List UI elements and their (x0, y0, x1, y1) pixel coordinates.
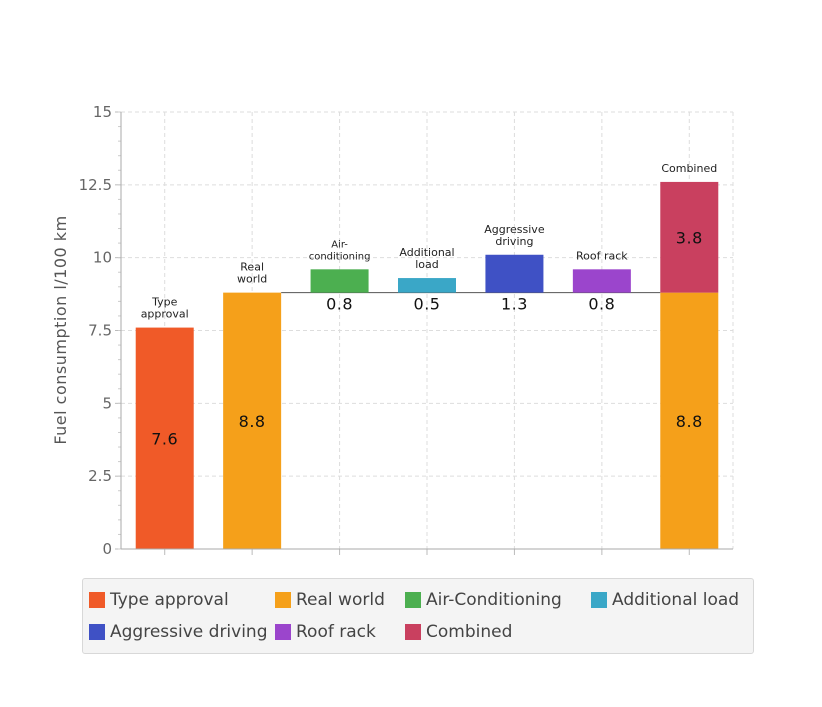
bar-value-label: 7.6 (151, 429, 178, 448)
bar-segment (660, 292, 719, 549)
bar-top-label: Additional load (399, 246, 454, 271)
bar (310, 269, 369, 293)
legend-label: Air-Conditioning (426, 590, 562, 610)
bar-top-label: Type approval (141, 296, 189, 321)
legend-label: Roof rack (296, 622, 376, 642)
legend-swatch (275, 624, 291, 640)
bar-top-label: Air-conditioning (309, 239, 371, 262)
y-tick-label: 2.5 (88, 467, 112, 485)
bar-top-label: Aggressive driving (484, 223, 545, 248)
bar-top-label-line: Air- (331, 239, 348, 250)
bar-top-label-line: Type (151, 296, 177, 309)
bar-segment (660, 181, 719, 293)
labels-layer: 7.6 Type approval 8.8 Real world 0.8 Air-condit… (141, 162, 718, 448)
bar-value-label: 3.8 (676, 228, 703, 247)
grid-lines (121, 111, 734, 549)
legend-item[interactable]: Air-Conditioning (405, 589, 562, 611)
bar (223, 292, 282, 549)
bar-top-label-line: load (415, 258, 439, 271)
bar-top-label-line: Combined (661, 162, 717, 175)
legend-swatch (591, 592, 607, 608)
bar-value-label: 8.8 (676, 412, 703, 431)
bar-top-label-line: world (237, 273, 267, 286)
legend-label: Additional load (612, 590, 740, 610)
y-tick-label: 15 (93, 103, 112, 121)
legend-swatch (405, 592, 421, 608)
legend-swatch (89, 624, 105, 640)
bar-value-label: 8.8 (239, 412, 266, 431)
bar-top-label: Roof rack (576, 249, 628, 262)
bar-top-label-line: Roof rack (576, 249, 628, 262)
y-tick-label: 12.5 (79, 176, 112, 194)
bar-top-label: Real world (237, 261, 267, 286)
bars-layer (135, 181, 719, 549)
bar (398, 278, 456, 293)
bar-top-label-line: conditioning (309, 251, 371, 262)
bar-top-label-line: driving (495, 235, 533, 248)
legend-swatch (275, 592, 291, 608)
bar-top-label-line: approval (141, 308, 189, 321)
legend-swatch (89, 592, 105, 608)
legend-item[interactable]: Real world (275, 589, 385, 611)
legend-item[interactable]: Combined (405, 621, 512, 643)
bar-top-label-line: Aggressive (484, 223, 545, 236)
legend-label: Type approval (110, 590, 229, 610)
bar-top-label-line: Real (240, 261, 264, 274)
y-tick-label: 0 (102, 540, 112, 558)
legend-swatch (405, 624, 421, 640)
legend-label: Real world (296, 590, 385, 610)
bar (572, 269, 631, 293)
y-tick-label: 5 (102, 394, 112, 412)
bar-top-label: Combined (661, 162, 717, 175)
bar-value-label: 0.5 (414, 295, 441, 314)
legend-label: Aggressive driving (110, 622, 268, 642)
y-tick-label: 7.5 (88, 322, 112, 340)
legend-label: Combined (426, 622, 513, 642)
legend-item[interactable]: Additional load (591, 589, 739, 611)
legend-item[interactable]: Aggressive driving (89, 621, 268, 643)
legend: Type approval Real world Air-Conditioning A… (82, 578, 754, 654)
bar-value-label: 1.3 (501, 295, 528, 314)
bar-value-label: 0.8 (326, 295, 353, 314)
bar-value-label: 0.8 (588, 295, 615, 314)
bar (135, 327, 194, 549)
bar-top-label-line: Additional (399, 246, 454, 259)
y-axis-title: Fuel consumption l/100 km (51, 215, 70, 444)
y-tick-label: 10 (93, 249, 112, 267)
bar (485, 254, 544, 293)
legend-item[interactable]: Type approval (89, 589, 229, 611)
legend-item[interactable]: Roof rack (275, 621, 376, 643)
fuel-consumption-chart: 0 2.5 5 7.5 10 12.5 15 7.6 Type approval 8.8 Real w… (51, 103, 734, 558)
axes-layer: 0 2.5 5 7.5 10 12.5 15 (79, 103, 733, 558)
